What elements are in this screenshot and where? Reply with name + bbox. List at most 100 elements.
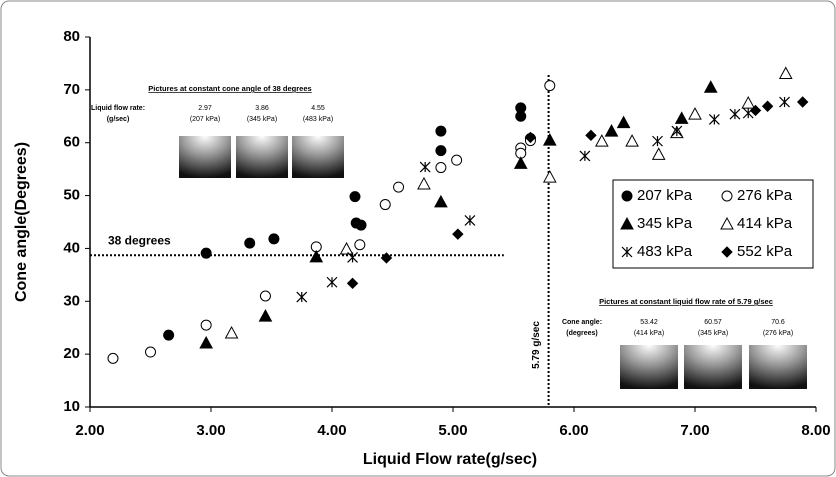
spray-photo	[179, 136, 231, 178]
inset-item-label: (345 kPa)	[698, 330, 728, 337]
point	[761, 100, 774, 112]
inset-row-label: Cone angle:	[562, 319, 602, 326]
point	[620, 216, 634, 230]
spray-photo	[236, 136, 288, 178]
point	[268, 233, 280, 245]
point	[703, 80, 718, 93]
point	[326, 276, 338, 288]
legend-label: 552 kPa	[737, 243, 793, 260]
point	[796, 96, 809, 108]
y-tick-label: 10	[63, 398, 80, 415]
point	[355, 219, 367, 231]
y-axis-title: Cone angle(Degrees)	[13, 142, 30, 302]
point	[346, 277, 359, 290]
point	[749, 104, 762, 117]
point	[259, 290, 271, 302]
legend-label: 207 kPa	[637, 187, 693, 204]
inset-row-label: Liquid flow rate:	[91, 105, 145, 112]
legend-label: 414 kPa	[737, 215, 793, 232]
point	[544, 80, 556, 92]
point	[451, 154, 463, 166]
point	[779, 96, 790, 108]
point	[309, 249, 324, 263]
inset-title: Pictures at constant liquid flow rate of…	[599, 297, 773, 306]
point	[625, 134, 639, 147]
point	[720, 216, 734, 230]
legend-label: 483 kPa	[637, 243, 693, 260]
legend-label: 345 kPa	[637, 215, 693, 232]
point	[419, 161, 431, 173]
point	[721, 190, 733, 202]
point	[515, 110, 527, 122]
spray-photo	[684, 345, 742, 389]
inset-item-label: (207 kPa)	[190, 116, 220, 123]
point	[224, 325, 239, 339]
inset-item-label: 3.86	[255, 105, 269, 112]
inset-item-label: (414 kPa)	[634, 330, 664, 337]
point	[244, 237, 256, 249]
point	[379, 199, 391, 211]
point	[452, 228, 464, 240]
inset-item-label: 70.6	[771, 319, 785, 326]
y-tick-label: 70	[63, 81, 80, 98]
inset-row-label: (g/sec)	[107, 116, 130, 123]
inset-item-label: 53.42	[640, 319, 658, 326]
point	[434, 194, 448, 208]
point	[199, 335, 214, 349]
point	[594, 134, 609, 147]
point	[652, 135, 663, 147]
legend-label: 276 kPa	[737, 187, 793, 204]
point	[616, 115, 631, 129]
y-tick-label: 60	[63, 134, 80, 151]
x-axis-title: Liquid Flow rate(g/sec)	[363, 451, 537, 468]
inset-item-label: 2.97	[198, 105, 212, 112]
point	[651, 147, 666, 160]
point	[585, 129, 597, 142]
inset-item-label: 4.55	[311, 105, 325, 112]
point	[380, 252, 393, 264]
point	[393, 181, 405, 193]
point	[671, 125, 683, 137]
point	[464, 214, 476, 226]
point	[621, 246, 633, 258]
inset-item-label: 60.57	[704, 319, 722, 326]
point	[579, 150, 591, 162]
point	[435, 145, 447, 157]
x-tick-label: 4.00	[317, 422, 346, 439]
point	[163, 329, 175, 341]
point	[417, 176, 431, 190]
point	[349, 191, 361, 203]
point	[621, 190, 633, 202]
point	[296, 291, 308, 303]
inset-row-label: (degrees)	[566, 330, 598, 337]
point	[107, 352, 119, 364]
point	[524, 131, 537, 144]
reference-label: 5.79 g/sec	[531, 321, 542, 369]
point	[435, 162, 447, 174]
point	[542, 133, 557, 146]
point	[435, 125, 447, 137]
x-tick-label: 2.00	[75, 422, 104, 439]
inset-item-label: (276 kPa)	[763, 330, 793, 337]
inset-item-label: (483 kPa)	[303, 116, 333, 123]
point	[145, 346, 156, 358]
inset-item-label: (345 kPa)	[247, 116, 277, 123]
point	[729, 108, 741, 120]
spray-photo	[749, 345, 807, 389]
point	[339, 241, 354, 255]
reference-label: 38 degrees	[108, 233, 171, 247]
y-tick-label: 80	[63, 28, 80, 45]
point	[741, 96, 756, 109]
point	[721, 246, 733, 258]
point	[604, 124, 619, 137]
x-tick-label: 3.00	[196, 422, 225, 439]
y-tick-label: 20	[63, 345, 80, 362]
point	[674, 111, 689, 124]
x-tick-label: 7.00	[680, 422, 709, 439]
point	[708, 114, 720, 125]
spray-photo	[620, 345, 678, 389]
point	[513, 156, 528, 169]
point	[542, 170, 557, 183]
y-tick-label: 40	[63, 239, 80, 256]
